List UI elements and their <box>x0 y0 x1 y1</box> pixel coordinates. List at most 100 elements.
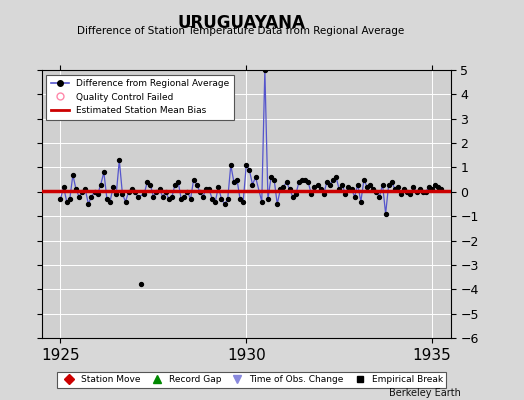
Point <box>78 189 86 195</box>
Text: Difference of Station Temperature Data from Regional Average: Difference of Station Temperature Data f… <box>78 26 405 36</box>
Point <box>208 196 216 202</box>
Point <box>425 184 433 190</box>
Point <box>273 201 281 207</box>
Point <box>149 194 158 200</box>
Point <box>294 179 303 185</box>
Point <box>84 201 93 207</box>
Point <box>224 196 232 202</box>
Point <box>62 198 71 205</box>
Point <box>75 194 83 200</box>
Point <box>230 179 238 185</box>
Point <box>385 181 393 188</box>
Point <box>69 172 77 178</box>
Point <box>422 189 430 195</box>
Point <box>59 184 68 190</box>
Point <box>307 191 315 198</box>
Point <box>236 196 244 202</box>
Point <box>282 179 291 185</box>
Point <box>270 176 278 183</box>
Legend: Station Move, Record Gap, Time of Obs. Change, Empirical Break: Station Move, Record Gap, Time of Obs. C… <box>57 372 446 388</box>
Point <box>214 184 223 190</box>
Point <box>338 181 346 188</box>
Point <box>419 189 427 195</box>
Point <box>332 174 340 180</box>
Point <box>168 194 176 200</box>
Point <box>211 198 220 205</box>
Point <box>304 179 312 185</box>
Point <box>81 186 90 192</box>
Point <box>416 186 424 192</box>
Point <box>158 194 167 200</box>
Point <box>66 196 74 202</box>
Point <box>156 186 164 192</box>
Point <box>180 194 189 200</box>
Point <box>301 176 309 183</box>
Point <box>93 191 102 198</box>
Point <box>183 189 192 195</box>
Point <box>221 201 229 207</box>
Point <box>248 181 257 188</box>
Point <box>245 167 254 173</box>
Point <box>372 189 380 195</box>
Point <box>199 194 207 200</box>
Point <box>124 189 133 195</box>
Point <box>292 191 300 198</box>
Point <box>409 184 418 190</box>
Point <box>400 186 408 192</box>
Point <box>428 186 436 192</box>
Point <box>127 186 136 192</box>
Point <box>56 196 64 202</box>
Point <box>242 162 250 168</box>
Point <box>406 191 414 198</box>
Point <box>165 196 173 202</box>
Point <box>360 176 368 183</box>
Point <box>403 189 411 195</box>
Point <box>109 184 117 190</box>
Point <box>112 191 121 198</box>
Point <box>313 181 322 188</box>
Point <box>351 194 359 200</box>
Point <box>354 181 362 188</box>
Point <box>412 189 421 195</box>
Point <box>279 184 288 190</box>
Point <box>264 196 272 202</box>
Point <box>195 189 204 195</box>
Point <box>137 281 145 288</box>
Point <box>239 198 247 205</box>
Point <box>320 191 328 198</box>
Point <box>192 181 201 188</box>
Point <box>252 174 260 180</box>
Point <box>286 186 294 192</box>
Point <box>205 186 213 192</box>
Point <box>146 181 155 188</box>
Point <box>143 179 151 185</box>
Point <box>202 186 210 192</box>
Point <box>187 196 195 202</box>
Point <box>434 184 442 190</box>
Point <box>378 181 387 188</box>
Point <box>298 176 306 183</box>
Point <box>388 179 396 185</box>
Point <box>347 186 356 192</box>
Point <box>341 191 350 198</box>
Point <box>161 189 170 195</box>
Point <box>115 157 124 163</box>
Point <box>190 176 198 183</box>
Point <box>344 184 353 190</box>
Point <box>375 194 384 200</box>
Point <box>289 194 297 200</box>
Point <box>329 176 337 183</box>
Point <box>90 189 99 195</box>
Point <box>130 189 139 195</box>
Point <box>391 186 399 192</box>
Point <box>369 186 377 192</box>
Point <box>233 176 241 183</box>
Legend: Difference from Regional Average, Quality Control Failed, Estimated Station Mean: Difference from Regional Average, Qualit… <box>47 74 234 120</box>
Point <box>88 194 96 200</box>
Point <box>316 186 325 192</box>
Point <box>310 184 319 190</box>
Point <box>106 198 114 205</box>
Point <box>366 181 374 188</box>
Point <box>431 181 439 188</box>
Point <box>437 186 445 192</box>
